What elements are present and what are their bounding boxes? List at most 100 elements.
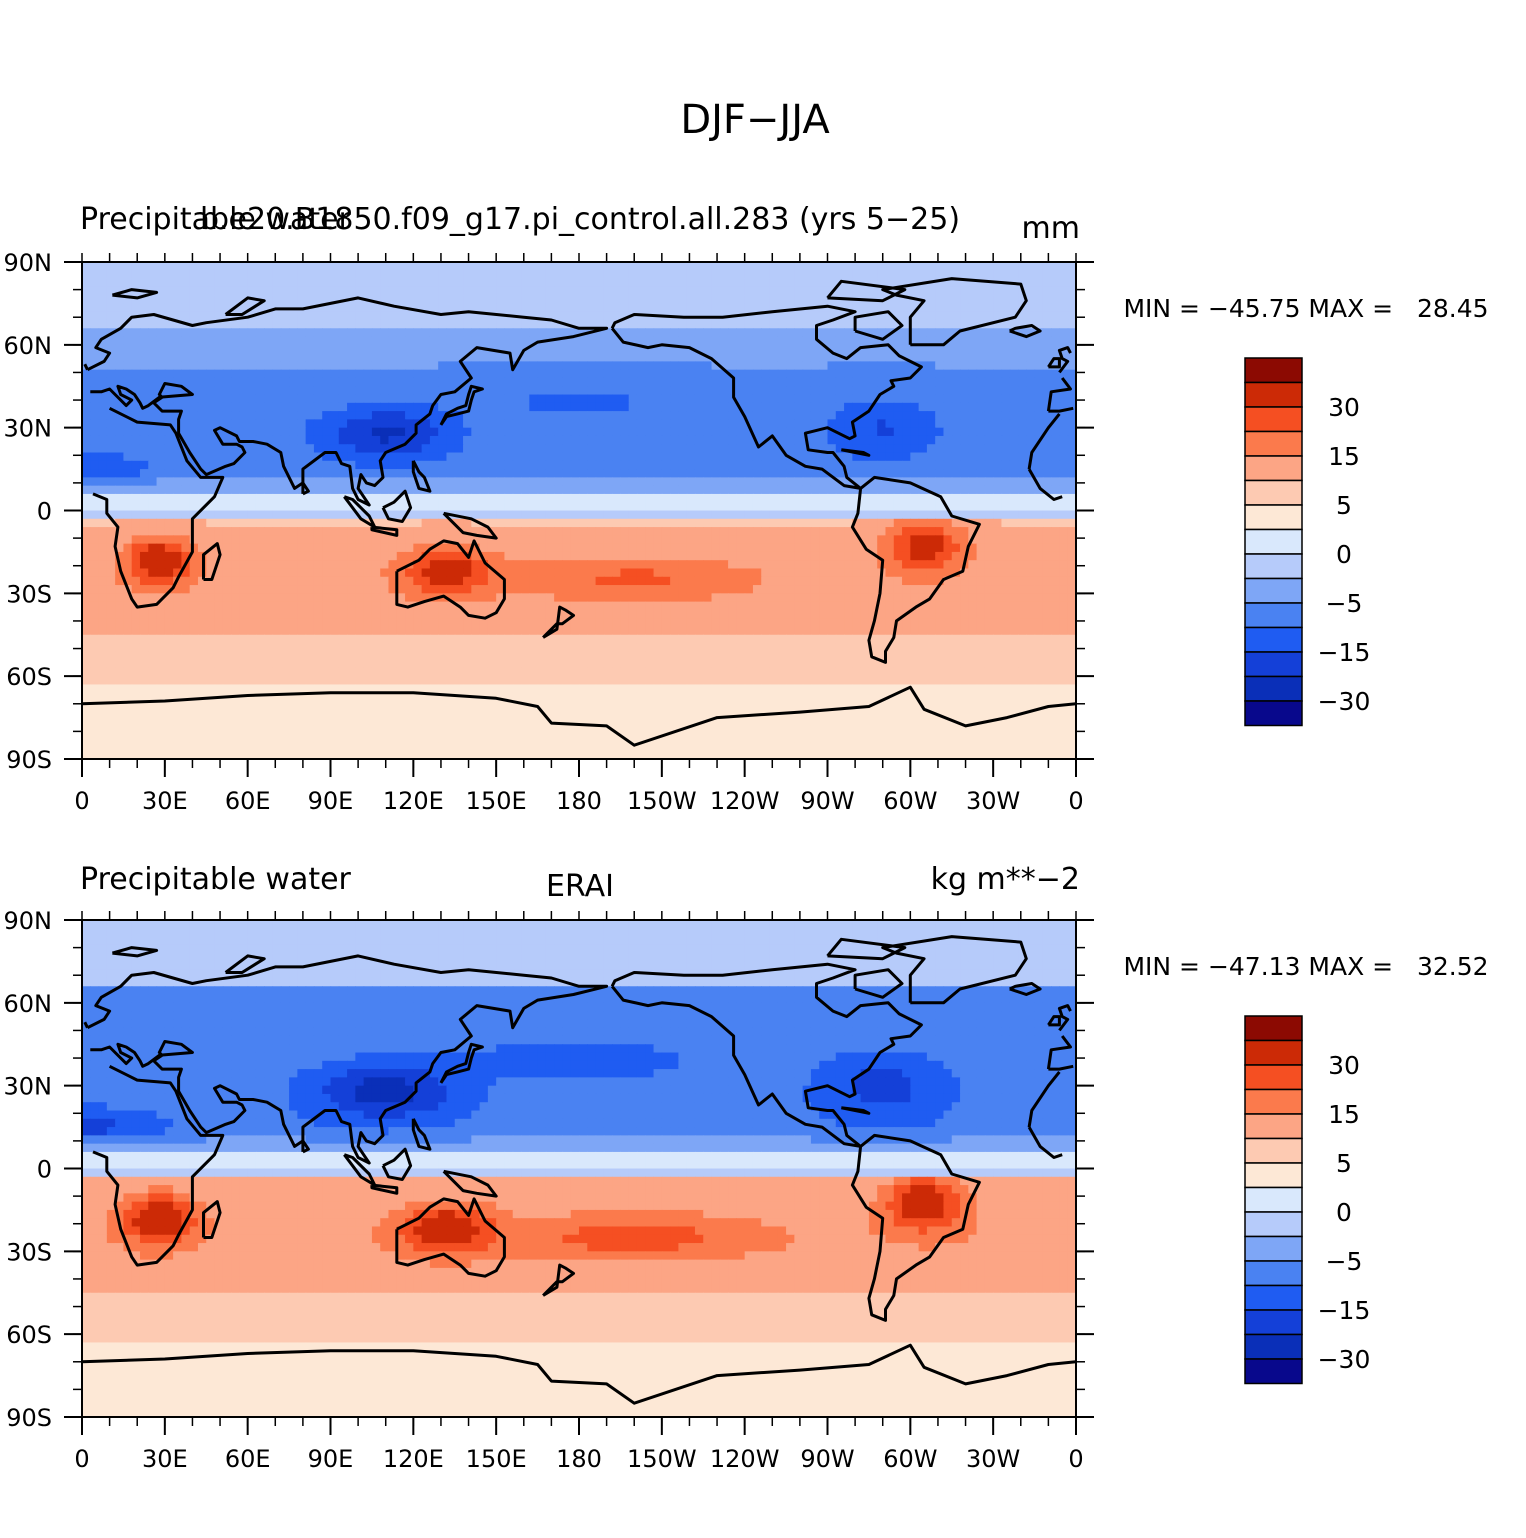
field-cell [90, 510, 100, 520]
field-cell [496, 576, 506, 586]
field-cell [396, 344, 406, 354]
field-cell [438, 386, 448, 396]
field-cell [280, 270, 290, 280]
field-cell [471, 303, 481, 313]
field-cell [123, 328, 133, 338]
field-cell [1026, 419, 1036, 429]
field-cell [777, 262, 787, 271]
field-cell [653, 262, 663, 271]
field-cell [313, 427, 323, 437]
field-cell [719, 369, 729, 379]
field-cell [1034, 344, 1044, 354]
field-cell [231, 435, 240, 445]
field-cell [181, 344, 191, 354]
field-cell [1059, 469, 1069, 478]
field-cell [769, 560, 779, 570]
field-cell [678, 419, 688, 429]
field-cell [438, 295, 448, 305]
field-cell [156, 444, 166, 454]
field-cell [694, 535, 704, 545]
field-cell [529, 477, 539, 487]
field-cell [471, 485, 481, 495]
field-cell [786, 336, 795, 346]
field-cell [603, 452, 613, 462]
field-cell [984, 469, 994, 478]
field-cell [554, 303, 564, 313]
field-cell [471, 377, 481, 387]
field-cell [943, 444, 953, 454]
field-cell [968, 593, 978, 603]
field-cell [628, 369, 638, 379]
field-cell [355, 319, 365, 329]
field-cell [595, 493, 605, 503]
field-cell [827, 402, 837, 412]
field-cell [255, 593, 265, 603]
field-cell [214, 419, 224, 429]
field-cell [363, 328, 373, 338]
field-cell [454, 460, 464, 470]
field-cell [479, 262, 489, 271]
field-cell [860, 527, 870, 536]
field-cell [487, 576, 497, 586]
field-cell [438, 510, 448, 520]
field-cell [463, 460, 472, 470]
field-cell [910, 394, 920, 404]
field-cell [463, 386, 472, 396]
field-cell [910, 353, 920, 362]
field-cell [156, 262, 166, 271]
field-cell [786, 444, 795, 454]
field-cell [280, 527, 290, 536]
field-cell [454, 485, 464, 495]
field-cell [280, 427, 290, 437]
field-cell [1051, 369, 1061, 379]
field-cell [968, 585, 978, 594]
field-cell [380, 361, 390, 371]
field-cell [421, 353, 431, 362]
field-cell [636, 576, 646, 586]
field-cell [612, 518, 622, 528]
field-cell [703, 585, 713, 594]
field-cell [123, 353, 133, 362]
field-cell [115, 593, 125, 603]
field-cell [761, 576, 771, 586]
field-cell [612, 369, 622, 379]
field-cell [363, 394, 373, 404]
field-cell [106, 319, 116, 329]
field-cell [935, 295, 945, 305]
field-cell [1026, 543, 1036, 553]
field-cell [123, 493, 133, 503]
field-cell [429, 319, 439, 329]
field-cell [794, 452, 804, 462]
field-cell [164, 369, 174, 379]
field-cell [1059, 593, 1069, 603]
field-cell [868, 560, 878, 570]
field-cell [106, 361, 116, 371]
field-cell [603, 493, 613, 503]
field-cell [479, 444, 489, 454]
field-cell [255, 477, 265, 487]
field-cell [164, 262, 174, 271]
field-cell [554, 286, 564, 296]
field-cell [827, 510, 837, 520]
field-cell [1067, 278, 1076, 288]
field-cell [976, 295, 986, 305]
field-cell [496, 344, 506, 354]
field-cell [388, 311, 398, 321]
field-cell [148, 469, 158, 478]
field-cell [156, 377, 166, 387]
field-cell [918, 303, 928, 313]
field-cell [570, 328, 580, 338]
field-cell [545, 377, 555, 387]
field-cell [529, 411, 539, 420]
field-cell [661, 411, 671, 420]
field-cell [98, 510, 108, 520]
field-cell [471, 278, 481, 288]
field-cell [1018, 262, 1027, 271]
field-cell [106, 576, 116, 586]
field-cell [636, 585, 646, 594]
field-cell [670, 527, 679, 536]
field-cell [960, 527, 969, 536]
field-cell [885, 361, 895, 371]
field-cell [860, 286, 870, 296]
field-cell [173, 444, 182, 454]
